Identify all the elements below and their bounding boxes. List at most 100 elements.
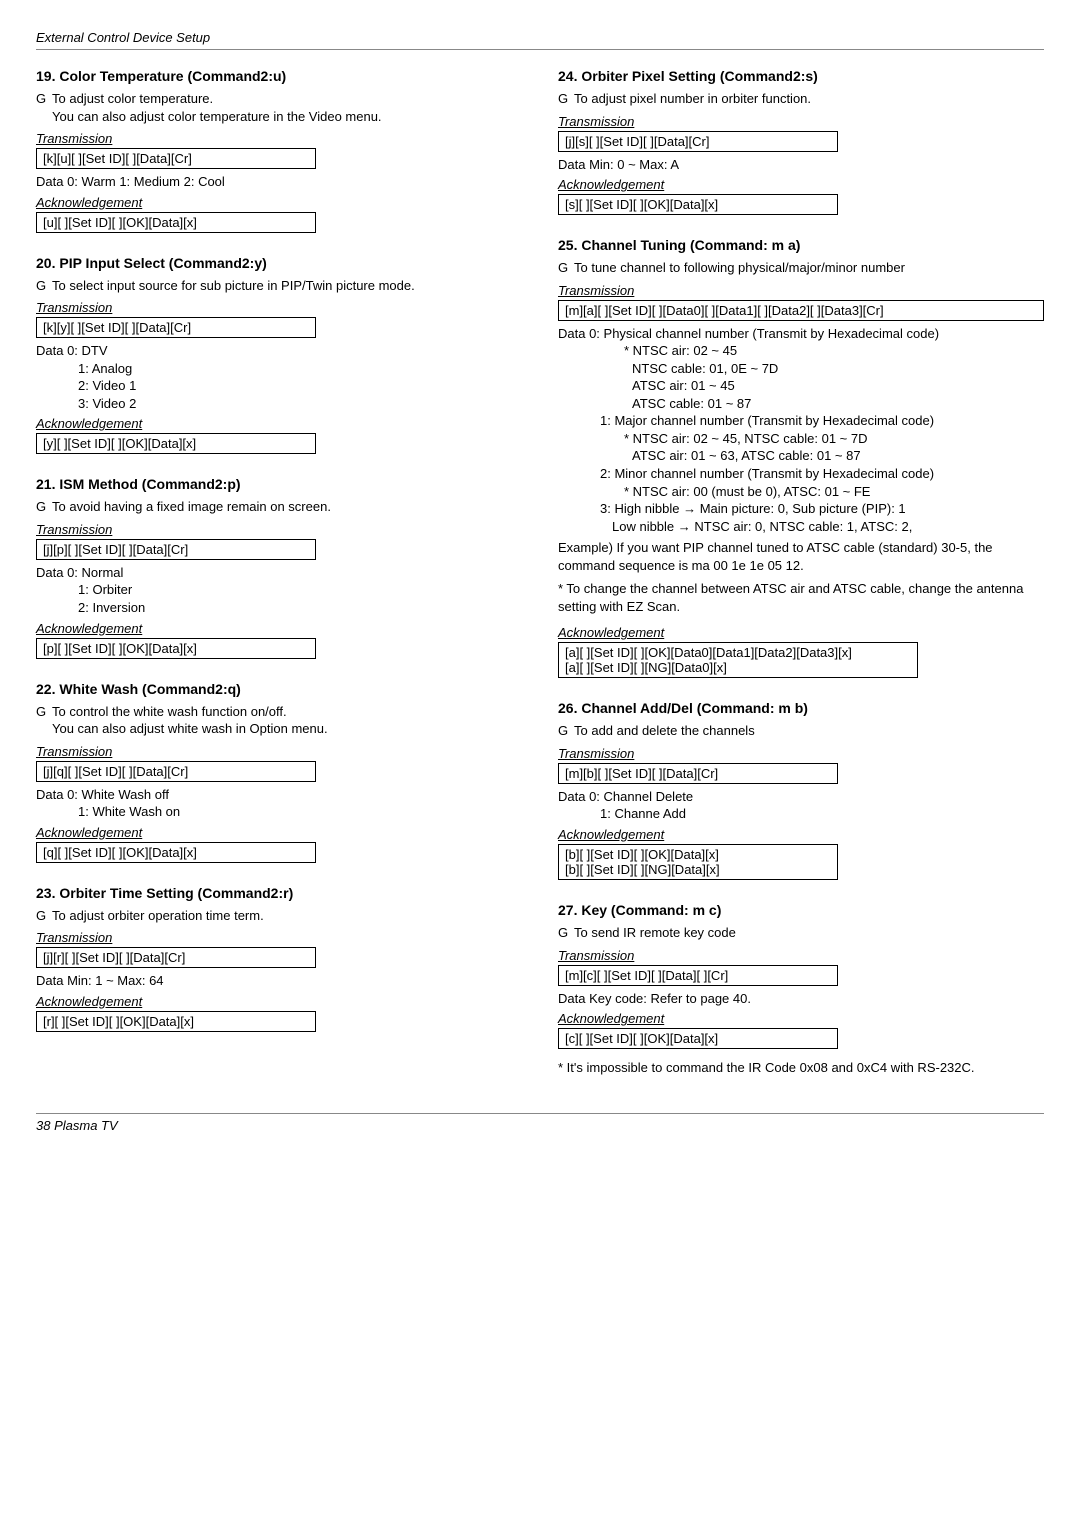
data-0: Data 0: Physical channel number (Transmi… bbox=[558, 326, 939, 341]
data-2: 2: Inversion bbox=[36, 599, 522, 617]
transmission-cmd: [k][y][ ][Set ID][ ][Data][Cr] bbox=[36, 317, 316, 338]
transmission-cmd: [j][r][ ][Set ID][ ][Data][Cr] bbox=[36, 947, 316, 968]
data-3: 3: Video 2 bbox=[36, 395, 522, 413]
data-1a: * NTSC air: 02 ~ 45, NTSC cable: 01 ~ 7D bbox=[558, 430, 1044, 448]
section-desc: G To send IR remote key code bbox=[558, 924, 1044, 942]
data-2a: * NTSC air: 00 (must be 0), ATSC: 01 ~ F… bbox=[558, 483, 1044, 501]
transmission-label: Transmission bbox=[36, 131, 522, 146]
data-1: 1: Major channel number (Transmit by Hex… bbox=[558, 412, 1044, 430]
ack-label: Acknowledgement bbox=[558, 625, 1044, 640]
section-title: 22. White Wash (Command2:q) bbox=[36, 681, 522, 697]
desc-line2: You can also adjust color temperature in… bbox=[52, 109, 382, 124]
desc-text: To tune channel to following physical/ma… bbox=[574, 259, 1044, 277]
note-text: * To change the channel between ATSC air… bbox=[558, 580, 1044, 615]
data-2: 2: Minor channel number (Transmit by Hex… bbox=[558, 465, 1044, 483]
ack-label: Acknowledgement bbox=[36, 621, 522, 636]
section-desc: G To add and delete the channels bbox=[558, 722, 1044, 740]
section-22: 22. White Wash (Command2:q) G To control… bbox=[36, 681, 522, 867]
ack-cmd-box: [b][ ][Set ID][ ][OK][Data][x] [b][ ][Se… bbox=[558, 844, 838, 880]
desc-line2: You can also adjust white wash in Option… bbox=[52, 721, 328, 736]
data-3: 3: High nibble → Main picture: 0, Sub pi… bbox=[558, 500, 1044, 518]
ack-label: Acknowledgement bbox=[558, 1011, 1044, 1026]
section-desc: G To adjust pixel number in orbiter func… bbox=[558, 90, 1044, 108]
desc-text: To adjust orbiter operation time term. bbox=[52, 907, 522, 925]
ack-cmd: [r][ ][Set ID][ ][OK][Data][x] bbox=[36, 1011, 316, 1032]
data-lines: Data 0: DTV 1: Analog 2: Video 1 3: Vide… bbox=[36, 342, 522, 412]
ack-cmd: [s][ ][Set ID][ ][OK][Data][x] bbox=[558, 194, 838, 215]
ack-label: Acknowledgement bbox=[36, 825, 522, 840]
section-desc: G To select input source for sub picture… bbox=[36, 277, 522, 295]
ack-label: Acknowledgement bbox=[36, 416, 522, 431]
ack-cmd-1: [a][ ][Set ID][ ][OK][Data0][Data1][Data… bbox=[565, 645, 911, 660]
data-0: Data 0: Channel Delete bbox=[558, 789, 693, 804]
ack-label: Acknowledgement bbox=[558, 177, 1044, 192]
bullet-g: G bbox=[36, 703, 52, 738]
data-1: 1: Orbiter bbox=[36, 581, 522, 599]
right-column: 24. Orbiter Pixel Setting (Command2:s) G… bbox=[558, 68, 1044, 1095]
data-line: Data Key code: Refer to page 40. bbox=[558, 990, 1044, 1008]
data-0: Data 0: White Wash off bbox=[36, 787, 169, 802]
page-footer: 38 Plasma TV bbox=[36, 1118, 1044, 1133]
transmission-label: Transmission bbox=[36, 522, 522, 537]
section-desc: G To avoid having a fixed image remain o… bbox=[36, 498, 522, 516]
ack-cmd: [q][ ][Set ID][ ][OK][Data][x] bbox=[36, 842, 316, 863]
section-title: 27. Key (Command: m c) bbox=[558, 902, 1044, 918]
data-lines: Data 0: Channel Delete 1: Channe Add bbox=[558, 788, 1044, 823]
data-1: 1: White Wash on bbox=[36, 803, 522, 821]
data-0d: ATSC cable: 01 ~ 87 bbox=[558, 395, 1044, 413]
desc-text: To adjust pixel number in orbiter functi… bbox=[574, 90, 1044, 108]
ack-cmd-1: [b][ ][Set ID][ ][OK][Data][x] bbox=[565, 847, 831, 862]
transmission-label: Transmission bbox=[558, 948, 1044, 963]
data-2: 2: Video 1 bbox=[36, 377, 522, 395]
desc-text: To select input source for sub picture i… bbox=[52, 277, 522, 295]
desc-text: To adjust color temperature. You can als… bbox=[52, 90, 522, 125]
transmission-cmd: [m][b][ ][Set ID][ ][Data][Cr] bbox=[558, 763, 838, 784]
transmission-label: Transmission bbox=[558, 114, 1044, 129]
desc-text: To add and delete the channels bbox=[574, 722, 1044, 740]
ack-cmd: [u][ ][Set ID][ ][OK][Data][x] bbox=[36, 212, 316, 233]
bullet-g: G bbox=[558, 259, 574, 277]
page-header: External Control Device Setup bbox=[36, 30, 1044, 50]
ack-cmd: [c][ ][Set ID][ ][OK][Data][x] bbox=[558, 1028, 838, 1049]
data-line: Data Min: 1 ~ Max: 64 bbox=[36, 972, 522, 990]
section-27: 27. Key (Command: m c) G To send IR remo… bbox=[558, 902, 1044, 1077]
desc-line1: To control the white wash function on/of… bbox=[52, 704, 287, 719]
bullet-g: G bbox=[558, 90, 574, 108]
data-0c: ATSC air: 01 ~ 45 bbox=[558, 377, 1044, 395]
section-title: 19. Color Temperature (Command2:u) bbox=[36, 68, 522, 84]
data-0a: * NTSC air: 02 ~ 45 bbox=[558, 342, 1044, 360]
section-title: 23. Orbiter Time Setting (Command2:r) bbox=[36, 885, 522, 901]
bullet-g: G bbox=[558, 924, 574, 942]
data-line: Data 0: Warm 1: Medium 2: Cool bbox=[36, 173, 522, 191]
content-columns: 19. Color Temperature (Command2:u) G To … bbox=[36, 68, 1044, 1095]
desc-line1: To adjust color temperature. bbox=[52, 91, 213, 106]
ack-label: Acknowledgement bbox=[558, 827, 1044, 842]
section-21: 21. ISM Method (Command2:p) G To avoid h… bbox=[36, 476, 522, 662]
transmission-cmd: [m][c][ ][Set ID][ ][Data][ ][Cr] bbox=[558, 965, 838, 986]
ack-cmd-2: [a][ ][Set ID][ ][NG][Data0][x] bbox=[565, 660, 911, 675]
section-26: 26. Channel Add/Del (Command: m b) G To … bbox=[558, 700, 1044, 884]
data-lines: Data 0: White Wash off 1: White Wash on bbox=[36, 786, 522, 821]
ack-cmd-2: [b][ ][Set ID][ ][NG][Data][x] bbox=[565, 862, 831, 877]
section-desc: G To adjust orbiter operation time term. bbox=[36, 907, 522, 925]
transmission-cmd: [j][p][ ][Set ID][ ][Data][Cr] bbox=[36, 539, 316, 560]
data-1: 1: Analog bbox=[36, 360, 522, 378]
section-desc: G To adjust color temperature. You can a… bbox=[36, 90, 522, 125]
ack-cmd: [p][ ][Set ID][ ][OK][Data][x] bbox=[36, 638, 316, 659]
data-lines: Data 0: Physical channel number (Transmi… bbox=[558, 325, 1044, 536]
desc-text: To send IR remote key code bbox=[574, 924, 1044, 942]
section-20: 20. PIP Input Select (Command2:y) G To s… bbox=[36, 255, 522, 459]
data-lines: Data 0: Normal 1: Orbiter 2: Inversion bbox=[36, 564, 522, 617]
bullet-g: G bbox=[36, 277, 52, 295]
section-desc: G To control the white wash function on/… bbox=[36, 703, 522, 738]
bullet-g: G bbox=[36, 90, 52, 125]
section-title: 26. Channel Add/Del (Command: m b) bbox=[558, 700, 1044, 716]
section-19: 19. Color Temperature (Command2:u) G To … bbox=[36, 68, 522, 237]
data-0: Data 0: DTV bbox=[36, 343, 108, 358]
example-text: Example) If you want PIP channel tuned t… bbox=[558, 539, 1044, 574]
section-25: 25. Channel Tuning (Command: m a) G To t… bbox=[558, 237, 1044, 682]
transmission-cmd: [j][s][ ][Set ID][ ][Data][Cr] bbox=[558, 131, 838, 152]
ack-cmd-box: [a][ ][Set ID][ ][OK][Data0][Data1][Data… bbox=[558, 642, 918, 678]
data-0b: NTSC cable: 01, 0E ~ 7D bbox=[558, 360, 1044, 378]
bullet-g: G bbox=[36, 907, 52, 925]
